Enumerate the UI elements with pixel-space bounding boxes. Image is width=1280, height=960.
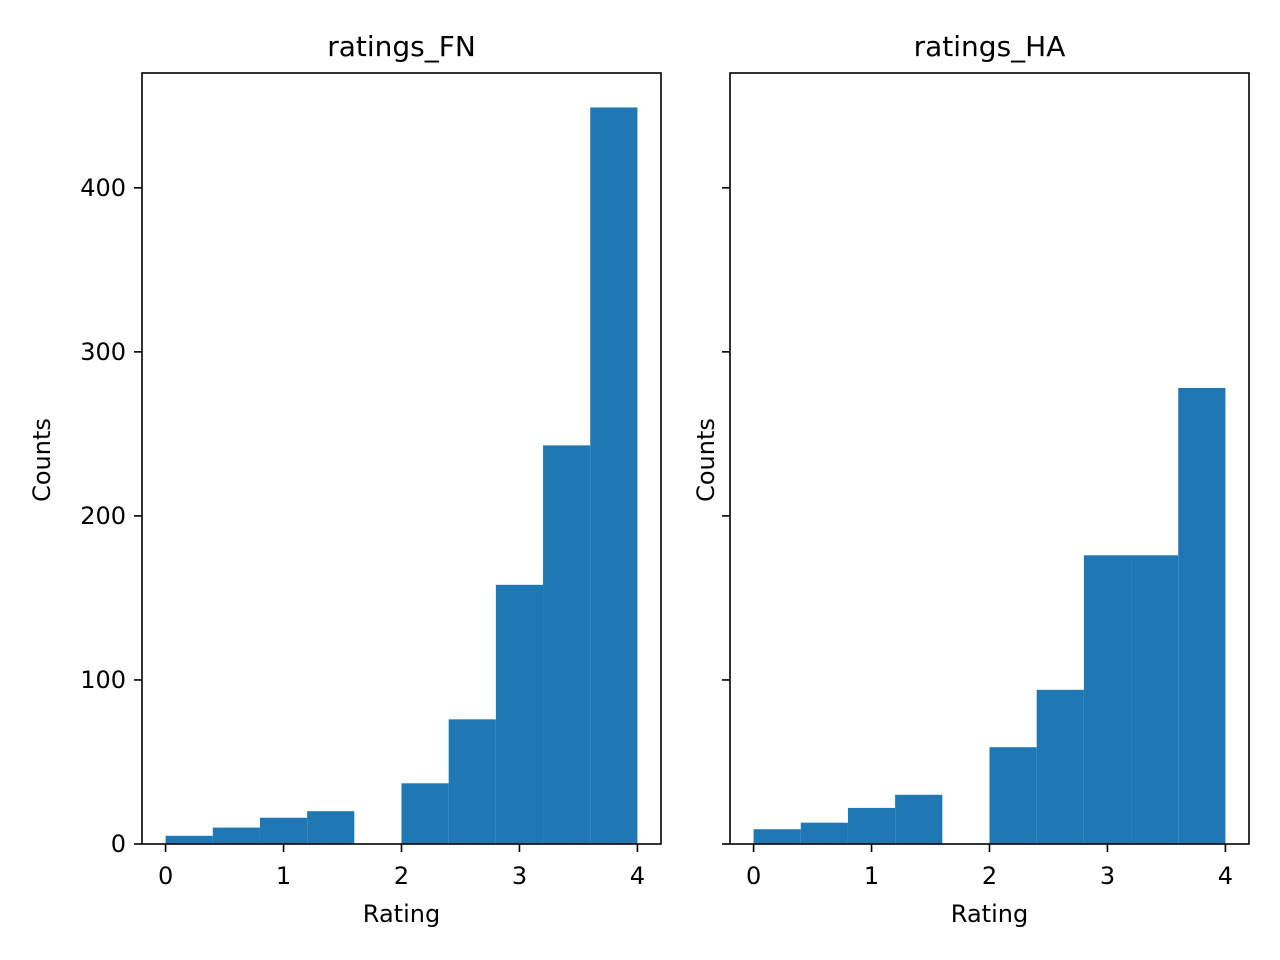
histogram-bar <box>1131 555 1179 844</box>
x-tick-label: 0 <box>746 862 761 890</box>
histogram-bar <box>307 811 355 844</box>
histogram-bar <box>543 445 591 844</box>
y-tick-label: 400 <box>80 174 126 202</box>
histogram-bar <box>401 783 449 844</box>
histogram-bar <box>212 827 260 844</box>
histogram-bar <box>800 822 848 844</box>
x-tick-label: 4 <box>630 862 645 890</box>
y-tick-label: 0 <box>111 830 126 858</box>
histogram-bar <box>847 807 896 844</box>
y-tick-label: 100 <box>80 666 126 694</box>
x-axis-label: Rating <box>363 900 440 928</box>
x-tick-label: 2 <box>982 862 997 890</box>
x-tick-label: 4 <box>1218 862 1233 890</box>
histogram-bar <box>590 107 638 844</box>
histogram-bar <box>448 719 496 844</box>
x-tick-label: 1 <box>864 862 879 890</box>
histogram-bar <box>989 747 1037 844</box>
y-tick-label: 200 <box>80 502 126 530</box>
x-axis-label: Rating <box>951 900 1028 928</box>
y-axis-label: Counts <box>28 418 56 502</box>
histogram-bar <box>165 835 213 844</box>
histogram-bar <box>753 829 801 844</box>
x-tick-label: 0 <box>158 862 173 890</box>
chart-title: ratings_FN <box>327 30 476 63</box>
panel-ratings-fn: ratings_FN Rating Counts 0 1 2 3 4 0 100 200 300… <box>28 30 662 928</box>
histogram-bar <box>1083 555 1132 844</box>
x-tick-label: 3 <box>1100 862 1115 890</box>
histogram-bar <box>259 817 308 844</box>
x-tick-label: 1 <box>276 862 291 890</box>
chart-title: ratings_HA <box>914 30 1066 63</box>
histogram-bar <box>495 584 544 844</box>
x-tick-label: 3 <box>512 862 527 890</box>
panel-ratings-ha: ratings_HA Rating Counts 0 1 2 3 4 <box>692 30 1250 928</box>
y-tick-label: 300 <box>80 338 126 366</box>
histogram-bar <box>1178 387 1226 844</box>
y-axis-label: Counts <box>692 418 720 502</box>
histogram-bar <box>895 794 943 844</box>
x-tick-label: 2 <box>394 862 409 890</box>
histogram-bar <box>1036 689 1084 844</box>
